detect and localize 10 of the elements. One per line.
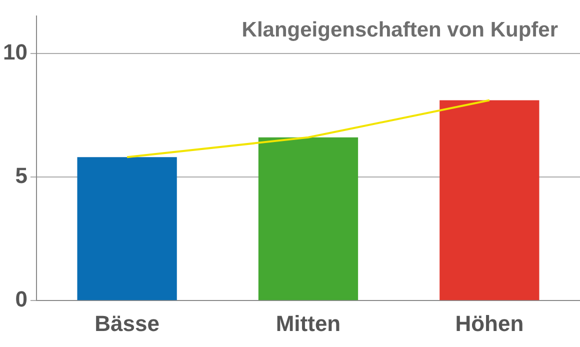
- x-tick-label: Mitten: [276, 310, 341, 336]
- y-tick-label: 5: [15, 163, 28, 188]
- x-tick-label: Höhen: [455, 310, 524, 336]
- y-tick-label: 10: [2, 39, 28, 64]
- chart-title: Klangeigenschaften von Kupfer: [242, 18, 558, 42]
- bar: [77, 157, 177, 300]
- x-tick-label: Bässe: [94, 310, 160, 336]
- bar: [258, 137, 358, 300]
- y-tick-label: 0: [15, 286, 28, 312]
- bar: [440, 100, 540, 300]
